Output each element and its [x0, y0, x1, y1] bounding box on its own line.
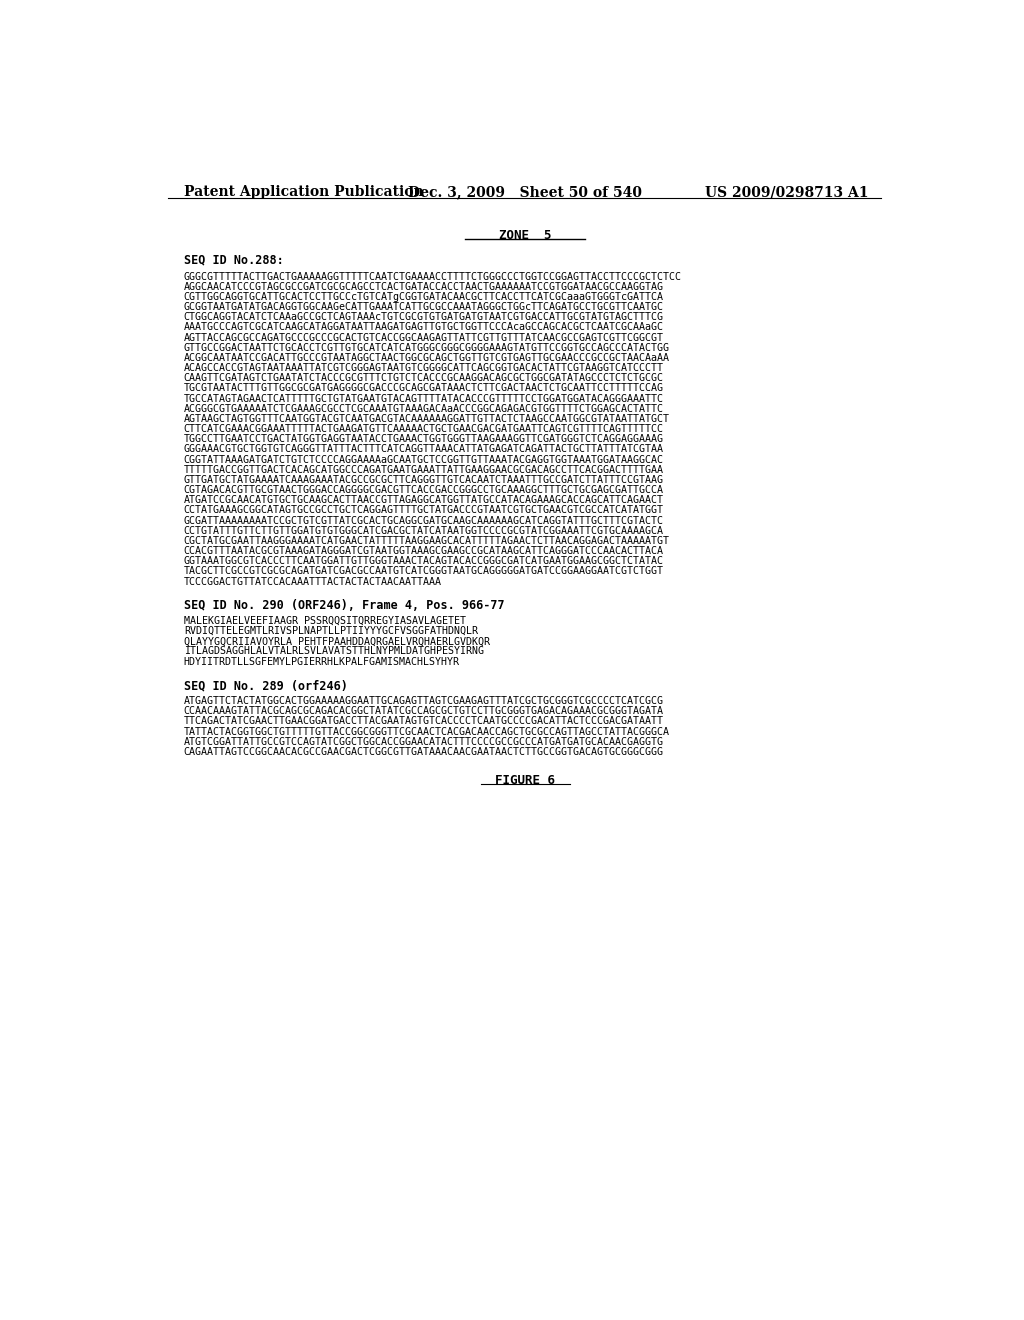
Text: TATTACTACGGTGGCTGTTTTTGTTACCGGCGGGTTCGCAACTCACGACAACCAGCTGCGCCAGTTAGCCTATTACGGGC: TATTACTACGGTGGCTGTTTTTGTTACCGGCGGGTTCGCA…	[183, 726, 670, 737]
Text: ACGGCAATAATCCGACATTGCCCGTAATAGGCTAACTGGCGCAGCTGGTTGTCGTGAGTTGCGAACCCGCCGCTAACAaA: ACGGCAATAATCCGACATTGCCCGTAATAGGCTAACTGGC…	[183, 352, 670, 363]
Text: GTTGATGCTATGAAAATCAAAGAAATACGCCGCGCTTCAGGGTTGTCACAATCTAAATTTGCCGATCTTATTTCCGTAAG: GTTGATGCTATGAAAATCAAAGAAATACGCCGCGCTTCAG…	[183, 475, 664, 484]
Text: CCAACAAAGTATTACGCAGCGCAGACACGGCTATATCGCCAGCGCTGTCCTTGCGGGTGAGACAGAAACGCGGGTAGATA: CCAACAAAGTATTACGCAGCGCAGACACGGCTATATCGCC…	[183, 706, 664, 717]
Text: GTTGCCGGACTAATTCTGCACCTCGTTGTGCATCATCATGGGCGGGCGGGGAAAGTATGTTCCGGTGCCAGCCCATACTG: GTTGCCGGACTAATTCTGCACCTCGTTGTGCATCATCATG…	[183, 343, 670, 352]
Text: CCACGTTTAATACGCGTAAAGATAGGGATCGTAATGGTAAAGCGAAGCCGCATAAGCATTCAGGGATCCCAACACTTACA: CCACGTTTAATACGCGTAAAGATAGGGATCGTAATGGTAA…	[183, 546, 664, 556]
Text: HDYIITRDTLLSGFEMYLPGIERRHLKPALFGAMISMACHLSYHYR: HDYIITRDTLLSGFEMYLPGIERRHLKPALFGAMISMACH…	[183, 656, 460, 667]
Text: SEQ ID No.288:: SEQ ID No.288:	[183, 253, 284, 267]
Text: AGTAAGCTAGTGGTTTCAATGGTACGTCAATGACGTACAAAAAAGGATTGTTACTCTAAGCCAATGGCGTATAATTATGC: AGTAAGCTAGTGGTTTCAATGGTACGTCAATGACGTACAA…	[183, 414, 670, 424]
Text: FIGURE 6: FIGURE 6	[495, 774, 555, 787]
Text: TCCCGGACTGTTATCCACAAATTTACTACTACTAACAATTAAA: TCCCGGACTGTTATCCACAAATTTACTACTACTAACAATT…	[183, 577, 441, 586]
Text: TGCCATAGTAGAACTCATTTTTGCTGTATGAATGTACAGTTTTATACACCCGTTTTTCCTGGATGGATACAGGGAAATTC: TGCCATAGTAGAACTCATTTTTGCTGTATGAATGTACAGT…	[183, 393, 664, 404]
Text: GGGAAACGTGCTGGTGTCAGGGTTATTTACTTTCATCAGGTTAAACATTATGAGATCAGATTACTGCTTATTTATCGTAA: GGGAAACGTGCTGGTGTCAGGGTTATTTACTTTCATCAGG…	[183, 445, 664, 454]
Text: US 2009/0298713 A1: US 2009/0298713 A1	[705, 185, 868, 199]
Text: GGGCGTTTTTACTTGACTGAAAAAGGTTTTTCAATCTGAAAACCTTTTCTGGGCCCTGGTCCGGAGTTACCTTCCCGCTC: GGGCGTTTTTACTTGACTGAAAAAGGTTTTTCAATCTGAA…	[183, 272, 682, 281]
Text: ITLAGDSAGGHLALVTALRLSVLAVATSTTHLNYPMLDATGHPESYIRNG: ITLAGDSAGGHLALVTALRLSVLAVATSTTHLNYPMLDAT…	[183, 647, 483, 656]
Text: TGGCCTTGAATCCTGACTATGGTGAGGTAATACCTGAAACTGGTGGGTTAAGAAAGGTTCGATGGGTCTCAGGAGGAAAG: TGGCCTTGAATCCTGACTATGGTGAGGTAATACCTGAAAC…	[183, 434, 664, 445]
Text: AAATGCCCAGTCGCATCAAGCATAGGATAATTAAGATGAGTTGTGCTGGTTCCCAcaGCCAGCACGCTCAATCGCAAaGC: AAATGCCCAGTCGCATCAAGCATAGGATAATTAAGATGAG…	[183, 322, 664, 333]
Text: CTTCATCGAAACGGAAATTTTTACTGAAGATGTTCAAAAACTGCTGAACGACGATGAATTCAGTCGTTTTCAGTTTTTCC: CTTCATCGAAACGGAAATTTTTACTGAAGATGTTCAAAAA…	[183, 424, 664, 434]
Text: CGTAGACACGTTGCGTAACTGGGACCAGGGGCGACGTTCACCGACCGGGCCTGCAAAGGCTTTGCTGCGAGCGATTGCCA: CGTAGACACGTTGCGTAACTGGGACCAGGGGCGACGTTCA…	[183, 484, 664, 495]
Text: CAAGTTCGATAGTCTGAATATCTACCCGCGTTTCTGTCTCACCCGCAAGGACAGCGCTGGCGATATAGCCCTCTCTGCGC: CAAGTTCGATAGTCTGAATATCTACCCGCGTTTCTGTCTC…	[183, 374, 664, 383]
Text: TACGCTTCGCCGTCGCGCAGATGATCGACGCCAATGTCATCGGGTAATGCAGGGGGATGATCCGGAAGGAATCGTCTGGT: TACGCTTCGCCGTCGCGCAGATGATCGACGCCAATGTCAT…	[183, 566, 664, 577]
Text: Dec. 3, 2009   Sheet 50 of 540: Dec. 3, 2009 Sheet 50 of 540	[408, 185, 642, 199]
Text: ATGTCGGATTATTGCCGTCCAGTATCGGCTGGCACCGGAACATACTTTCCCCGCCGCCCATGATGATGCACAACGAGGTG: ATGTCGGATTATTGCCGTCCAGTATCGGCTGGCACCGGAA…	[183, 737, 664, 747]
Text: TGCGTAATACTTTGTTGGCGCGATGAGGGGCGACCCGCAGCGATAAACTCTTCGACTAACTCTGCAATTCCTTTTTCCAG: TGCGTAATACTTTGTTGGCGCGATGAGGGGCGACCCGCAG…	[183, 383, 664, 393]
Text: TTCAGACTATCGAACTTGAACGGATGACCTTACGAATAGTGTCACCCCTCAATGCCCCGACATTACTCCCGACGATAATT: TTCAGACTATCGAACTTGAACGGATGACCTTACGAATAGT…	[183, 717, 664, 726]
Text: GCGATTAAAAAAAATCCGCTGTCGTTATCGCACTGCAGGCGATGCAAGCAAAAAAGCATCAGGTATTTGCTTTCGTACTC: GCGATTAAAAAAAATCCGCTGTCGTTATCGCACTGCAGGC…	[183, 516, 664, 525]
Text: QLAYYGQCRIIAVOYRLA PEHTFPAAHDDAQRGAELVRQHAERLGVDKQR: QLAYYGQCRIIAVOYRLA PEHTFPAAHDDAQRGAELVRQ…	[183, 636, 489, 647]
Text: GGTAAATGGCGTCACCCTTCAATGGATTGTTGGGTAAACTACAGTACACCGGGCGATCATGAATGGAAGCGGCTCTATAC: GGTAAATGGCGTCACCCTTCAATGGATTGTTGGGTAAACT…	[183, 556, 664, 566]
Text: CTGGCAGGTACATCTCAAaGCCGCTCAGTAAAcTGTCGCGTGTGATGATGTAATCGTGACCATTGCGTATGTAGCTTTCG: CTGGCAGGTACATCTCAAaGCCGCTCAGTAAAcTGTCGCG…	[183, 313, 664, 322]
Text: ATGAGTTCTACTATGGCACTGGAAAAAGGAATTGCAGAGTTAGTCGAAGAGTTTATCGCTGCGGGTCGCCCCTCATCGCG: ATGAGTTCTACTATGGCACTGGAAAAAGGAATTGCAGAGT…	[183, 696, 664, 706]
Text: GCGGTAATGATATGACAGGTGGCAAGeCATTGAAATCATTGCGCCAAATAGGGCTGGcTTCAGATGCCTGCGTTCAATGC: GCGGTAATGATATGACAGGTGGCAAGeCATTGAAATCATT…	[183, 302, 664, 312]
Text: AGGCAACATCCCGTAGCGCCGATCGCGCAGCCTCACTGATACCACCTAACTGAAAAAATCCGTGGATAACGCCAAGGTAG: AGGCAACATCCCGTAGCGCCGATCGCGCAGCCTCACTGAT…	[183, 281, 664, 292]
Text: CGCTATGCGAATTAAGGGAAAATCATGAACTATTTTTAAGGAAGCACATTTTTAGAACTCTTAACAGGAGACTAAAAATG: CGCTATGCGAATTAAGGGAAAATCATGAACTATTTTTAAG…	[183, 536, 670, 546]
Text: CAGAATTAGTCCGGCAACACGCCGAACGACTCGGCGTTGATAAACAACGAATAACTCTTGCCGGTGACAGTGCGGGCGGG: CAGAATTAGTCCGGCAACACGCCGAACGACTCGGCGTTGA…	[183, 747, 664, 756]
Text: CCTGTATTTGTTCTTGTTGGATGTGTGGGCATCGACGCTATCATAATGGTCCCCGCGTATCGGAAATTCGTGCAAAAGCA: CCTGTATTTGTTCTTGTTGGATGTGTGGGCATCGACGCTA…	[183, 525, 664, 536]
Text: ATGATCCGCAACATGTGCTGCAAGCACTTAACCGTTAGAGGCATGGTTATGCCATACAGAAAGCACCAGCATTCAGAACT: ATGATCCGCAACATGTGCTGCAAGCACTTAACCGTTAGAG…	[183, 495, 664, 506]
Text: MALEKGIAELVEEFIAAGR PSSRQQSITQRREGYIASAVLAGETET: MALEKGIAELVEEFIAAGR PSSRQQSITQRREGYIASAV…	[183, 616, 466, 626]
Text: ZONE  5: ZONE 5	[499, 230, 551, 243]
Text: ACAGCCACCGTAGTAATAAATTATCGTCGGGAGTAATGTCGGGGCATTCAGCGGTGACACTATTCGTAAGGTCATCCCTT: ACAGCCACCGTAGTAATAAATTATCGTCGGGAGTAATGTC…	[183, 363, 664, 374]
Text: CCTATGAAAGCGGCATAGTGCCGCCTGCTCAGGAGTTTTGCTATGACCCGTAATCGTGCTGAACGTCGCCATCATATGGT: CCTATGAAAGCGGCATAGTGCCGCCTGCTCAGGAGTTTTG…	[183, 506, 664, 515]
Text: SEQ ID No. 290 (ORF246), Frame 4, Pos. 966-77: SEQ ID No. 290 (ORF246), Frame 4, Pos. 9…	[183, 599, 505, 612]
Text: CGGTATTAAAGATGATCTGTCTCCCCAGGAAAAaGCAATGCTCCGGTTGTTAAATACGAGGTGGTAAATGGATAAGGCAC: CGGTATTAAAGATGATCTGTCTCCCCAGGAAAAaGCAATG…	[183, 454, 664, 465]
Text: SEQ ID No. 289 (orf246): SEQ ID No. 289 (orf246)	[183, 678, 348, 692]
Text: AGTTACCAGCGCCAGATGCCCGCCCGCACTGTCACCGGCAAGAGTTATTCGTTGTTTATCAACGCCGAGTCGTTCGGCGT: AGTTACCAGCGCCAGATGCCCGCCCGCACTGTCACCGGCA…	[183, 333, 664, 343]
Text: ACGGGCGTGAAAAATCTCGAAAGCGCCTCGCAAATGTAAAGACAaACCCGGCAGAGACGTGGTTTTCTGGAGCACTATTC: ACGGGCGTGAAAAATCTCGAAAGCGCCTCGCAAATGTAAA…	[183, 404, 664, 413]
Text: CGTTGGCAGGTGCATTGCACTCCTTGCCcTGTCATgCGGTGATACAACGCTTCACCTTCATCGCaaaGTGGGTcGATTCA: CGTTGGCAGGTGCATTGCACTCCTTGCCcTGTCATgCGGT…	[183, 292, 664, 302]
Text: TTTTTGACCGGTTGACTCACAGCATGGCCCAGATGAATGAAATTATTGAAGGAACGCGACAGCCTTCACGGACTTTTGAA: TTTTTGACCGGTTGACTCACAGCATGGCCCAGATGAATGA…	[183, 465, 664, 475]
Text: RVDIQTTELEGMTLRIVSPLNAPTLLPTIIYYYGCFVSGGFATHDNQLR: RVDIQTTELEGMTLRIVSPLNAPTLLPTIIYYYGCFVSGG…	[183, 626, 478, 636]
Text: Patent Application Publication: Patent Application Publication	[183, 185, 424, 199]
